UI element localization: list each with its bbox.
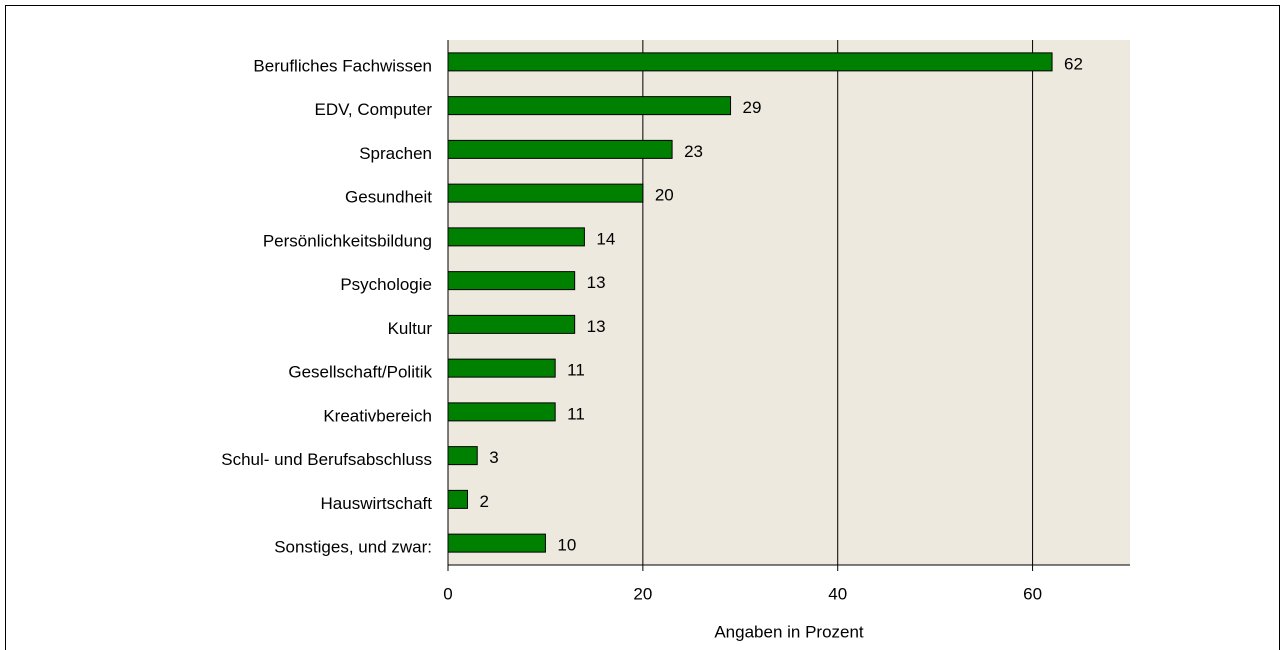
x-axis-label: Angaben in Prozent [714,622,864,641]
bar [447,402,556,422]
data-label: 2 [479,492,488,511]
y-tick-label: Sprachen [359,144,432,163]
y-tick-label: Kreativbereich [323,406,432,425]
bar [447,358,556,378]
plot-area [448,40,1130,565]
x-tick-label: 20 [633,584,652,603]
data-label: 23 [684,142,703,161]
y-tick-label: Gesundheit [345,188,432,207]
y-tick-label: Psychologie [340,275,432,294]
x-tick-label: 60 [1023,584,1042,603]
data-label: 3 [489,448,498,467]
data-label: 14 [596,229,615,248]
x-tick-label: 0 [443,584,452,603]
data-label: 20 [655,186,674,205]
y-tick-label: Persönlichkeitsbildung [263,231,432,250]
y-tick-label: Schul- und Berufsabschluss [221,450,432,469]
bar [447,227,585,247]
bar [447,183,644,203]
data-label: 11 [567,361,585,380]
y-tick-label: Berufliches Fachwissen [253,56,432,75]
bar [447,139,673,159]
bar [447,489,468,509]
bar [447,314,576,334]
bar [447,52,1053,72]
data-label: 13 [587,317,606,336]
bar [447,446,478,466]
data-label: 10 [557,536,576,555]
data-label: 11 [567,404,585,423]
bar [447,96,732,116]
y-tick-label: EDV, Computer [315,100,433,119]
y-tick-label: Hauswirtschaft [321,494,433,513]
data-label: 29 [743,98,762,117]
x-tick-label: 40 [828,584,847,603]
y-tick-label: Sonstiges, und zwar: [274,538,432,557]
bar [447,271,576,291]
data-label: 62 [1064,54,1083,73]
bar [447,533,546,553]
y-tick-label: Gesellschaft/Politik [288,363,432,382]
y-tick-label: Kultur [388,319,433,338]
data-label: 13 [587,273,606,292]
